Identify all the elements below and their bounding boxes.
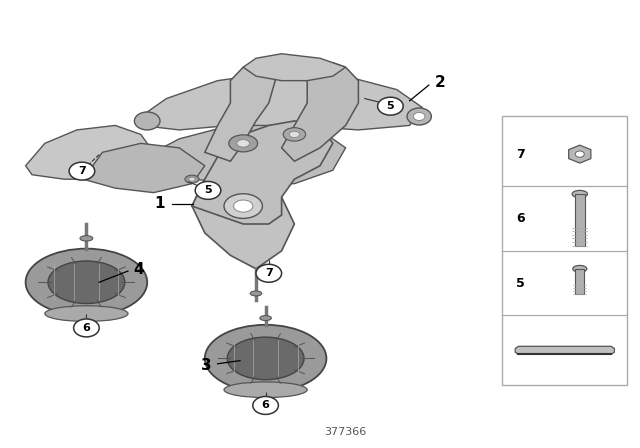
Bar xyxy=(575,194,585,246)
Polygon shape xyxy=(26,125,154,179)
FancyBboxPatch shape xyxy=(502,116,627,385)
Text: 4: 4 xyxy=(133,262,144,277)
Ellipse shape xyxy=(224,194,262,218)
Polygon shape xyxy=(243,54,346,81)
Text: 7: 7 xyxy=(516,147,525,161)
Text: 2: 2 xyxy=(435,75,446,90)
Text: 7: 7 xyxy=(78,166,86,176)
Circle shape xyxy=(256,264,282,282)
Ellipse shape xyxy=(407,108,431,125)
Text: 377366: 377366 xyxy=(324,427,367,437)
Ellipse shape xyxy=(45,306,128,322)
Polygon shape xyxy=(141,72,422,130)
Text: 5: 5 xyxy=(204,185,212,195)
Polygon shape xyxy=(141,121,346,184)
Text: 3: 3 xyxy=(200,358,211,373)
Ellipse shape xyxy=(237,140,250,147)
Polygon shape xyxy=(192,121,333,224)
Ellipse shape xyxy=(289,131,300,138)
Circle shape xyxy=(69,162,95,180)
Text: 7: 7 xyxy=(265,268,273,278)
Ellipse shape xyxy=(234,200,253,212)
Text: 5: 5 xyxy=(387,101,394,111)
Ellipse shape xyxy=(224,382,307,398)
Circle shape xyxy=(253,396,278,414)
Ellipse shape xyxy=(413,112,425,121)
Ellipse shape xyxy=(250,291,262,296)
Bar xyxy=(575,269,584,294)
Ellipse shape xyxy=(227,337,304,380)
Polygon shape xyxy=(205,63,275,161)
Text: 1: 1 xyxy=(155,196,165,211)
Ellipse shape xyxy=(229,135,257,152)
Text: 6: 6 xyxy=(262,401,269,410)
Ellipse shape xyxy=(284,128,306,141)
Ellipse shape xyxy=(185,175,199,183)
Circle shape xyxy=(74,319,99,337)
Circle shape xyxy=(378,97,403,115)
Ellipse shape xyxy=(205,325,326,392)
Text: 6: 6 xyxy=(83,323,90,333)
Text: 6: 6 xyxy=(516,212,525,225)
Polygon shape xyxy=(515,346,614,354)
Ellipse shape xyxy=(189,177,195,181)
Polygon shape xyxy=(282,63,358,161)
Ellipse shape xyxy=(26,249,147,316)
Ellipse shape xyxy=(80,236,93,241)
Polygon shape xyxy=(83,143,205,193)
Ellipse shape xyxy=(134,112,160,130)
Ellipse shape xyxy=(573,265,587,272)
Ellipse shape xyxy=(260,315,271,321)
Ellipse shape xyxy=(572,190,588,198)
Ellipse shape xyxy=(575,151,584,157)
Polygon shape xyxy=(192,170,294,269)
Ellipse shape xyxy=(48,261,125,304)
Text: 5: 5 xyxy=(516,276,525,290)
Circle shape xyxy=(195,181,221,199)
